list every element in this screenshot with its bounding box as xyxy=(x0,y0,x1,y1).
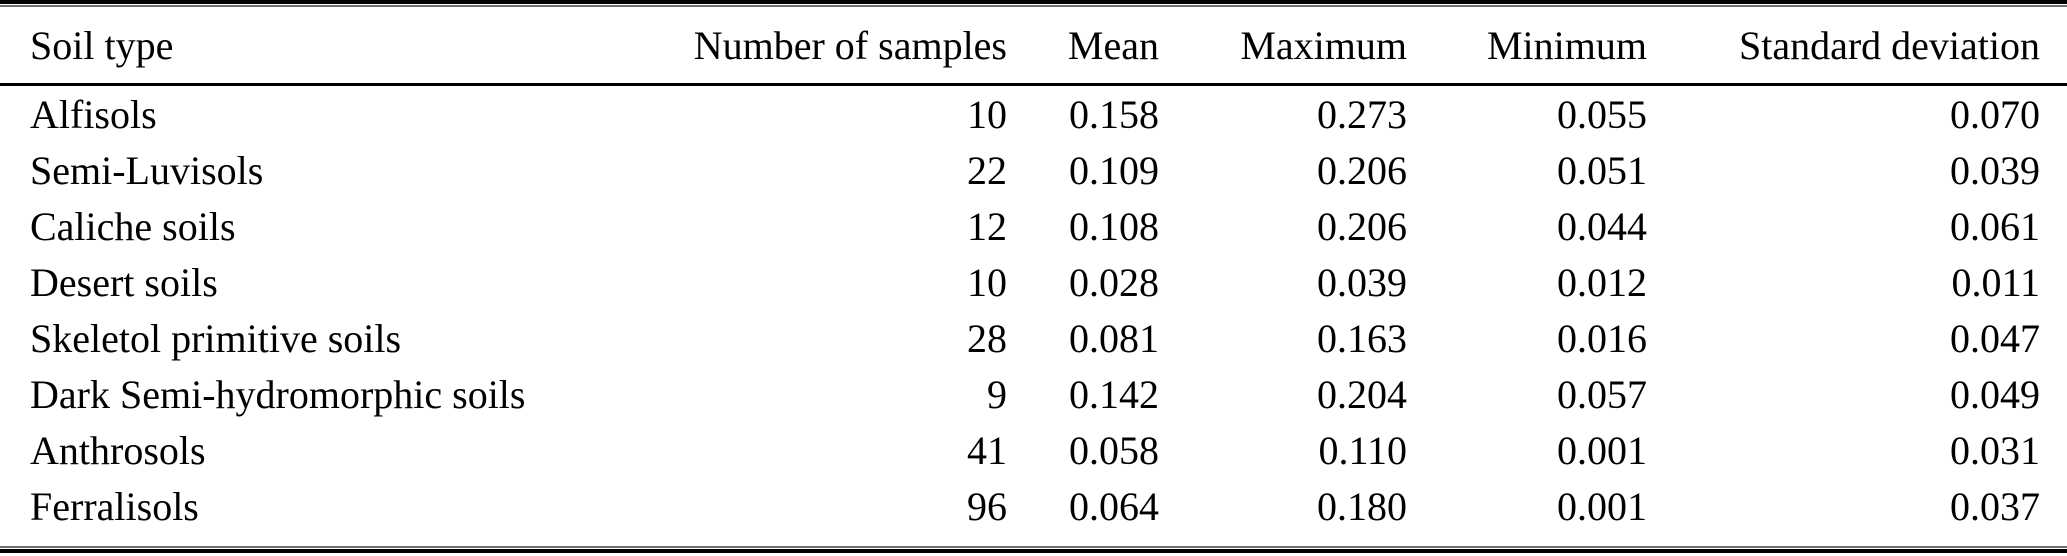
column-header-mean: Mean xyxy=(1007,7,1159,86)
mean-cell: 0.028 xyxy=(1069,259,1159,305)
soil-type-cell: Semi-Luvisols xyxy=(30,147,264,193)
table-row-ferralisols: Ferralisols 96 0.064 0.180 0.001 0.037 xyxy=(0,478,2067,534)
maximum-cell: 0.110 xyxy=(1318,427,1407,473)
table-bottom-rule-gap xyxy=(0,548,2067,549)
table-row-dark-semi-hydromorphic-soils: Dark Semi-hydromorphic soils 9 0.142 0.2… xyxy=(0,366,2067,422)
maximum-cell: 0.163 xyxy=(1317,315,1407,361)
header-row: Soil type Number of samples Mean Maximum… xyxy=(0,7,2067,86)
samples-cell: 28 xyxy=(967,315,1007,361)
samples-cell: 22 xyxy=(967,147,1007,193)
table-header: Soil type Number of samples Mean Maximum… xyxy=(0,7,2067,86)
minimum-cell: 0.051 xyxy=(1557,147,1647,193)
std-deviation-cell: 0.011 xyxy=(1951,259,2040,305)
table-bottom-thin-rule xyxy=(0,546,2067,548)
table-bottom-spacer xyxy=(0,534,2067,546)
column-header-standard-deviation: Standard deviation xyxy=(1647,7,2067,86)
std-deviation-cell: 0.070 xyxy=(1950,91,2040,137)
table-row-anthrosols: Anthrosols 41 0.058 0.110 0.001 0.031 xyxy=(0,422,2067,478)
soil-type-cell: Dark Semi-hydromorphic soils xyxy=(30,371,526,417)
mean-cell: 0.064 xyxy=(1069,483,1159,529)
mean-cell: 0.058 xyxy=(1069,427,1159,473)
std-deviation-cell: 0.037 xyxy=(1950,483,2040,529)
mean-cell: 0.109 xyxy=(1069,147,1159,193)
samples-cell: 10 xyxy=(967,259,1007,305)
table-row-desert-soils: Desert soils 10 0.028 0.039 0.012 0.011 xyxy=(0,254,2067,310)
mean-cell: 0.081 xyxy=(1069,315,1159,361)
column-header-number-of-samples: Number of samples xyxy=(615,7,1007,86)
std-deviation-cell: 0.039 xyxy=(1950,147,2040,193)
table-top-thin-rule xyxy=(0,5,2067,7)
maximum-cell: 0.273 xyxy=(1317,91,1407,137)
minimum-cell: 0.016 xyxy=(1557,315,1647,361)
samples-cell: 9 xyxy=(987,371,1007,417)
samples-cell: 10 xyxy=(967,91,1007,137)
table-top-rule-gap xyxy=(0,4,2067,5)
table-row-semi-luvisols: Semi-Luvisols 22 0.109 0.206 0.051 0.039 xyxy=(0,142,2067,198)
minimum-cell: 0.012 xyxy=(1557,259,1647,305)
std-deviation-cell: 0.049 xyxy=(1950,371,2040,417)
table-row-caliche-soils: Caliche soils 12 0.108 0.206 0.044 0.061 xyxy=(0,198,2067,254)
soil-type-cell: Caliche soils xyxy=(30,203,236,249)
maximum-cell: 0.206 xyxy=(1317,203,1407,249)
soil-type-cell: Desert soils xyxy=(30,259,218,305)
soil-statistics-table: Soil type Number of samples Mean Maximum… xyxy=(0,7,2067,534)
std-deviation-cell: 0.061 xyxy=(1950,203,2040,249)
table-body: Alfisols 10 0.158 0.273 0.055 0.070 Semi… xyxy=(0,85,2067,535)
minimum-cell: 0.055 xyxy=(1557,91,1647,137)
minimum-cell: 0.057 xyxy=(1557,371,1647,417)
table-row-skeletol-primitive-soils: Skeletol primitive soils 28 0.081 0.163 … xyxy=(0,310,2067,366)
minimum-cell: 0.044 xyxy=(1557,203,1647,249)
samples-cell: 96 xyxy=(967,483,1007,529)
table-top-thick-rule xyxy=(0,0,2067,4)
soil-type-cell: Anthrosols xyxy=(30,427,206,473)
soil-type-cell: Ferralisols xyxy=(30,483,199,529)
samples-cell: 12 xyxy=(967,203,1007,249)
mean-cell: 0.142 xyxy=(1069,371,1159,417)
mean-cell: 0.108 xyxy=(1069,203,1159,249)
maximum-cell: 0.206 xyxy=(1317,147,1407,193)
column-header-soil-type: Soil type xyxy=(0,7,615,86)
mean-cell: 0.158 xyxy=(1069,91,1159,137)
table-row-alfisols: Alfisols 10 0.158 0.273 0.055 0.070 xyxy=(0,85,2067,143)
soil-type-cell: Skeletol primitive soils xyxy=(30,315,402,361)
column-header-maximum: Maximum xyxy=(1159,7,1407,86)
maximum-cell: 0.039 xyxy=(1317,259,1407,305)
column-header-minimum: Minimum xyxy=(1407,7,1647,86)
std-deviation-cell: 0.047 xyxy=(1950,315,2040,361)
minimum-cell: 0.001 xyxy=(1557,483,1647,529)
maximum-cell: 0.204 xyxy=(1317,371,1407,417)
table-bottom-thick-rule xyxy=(0,549,2067,553)
std-deviation-cell: 0.031 xyxy=(1950,427,2040,473)
soil-type-cell: Alfisols xyxy=(30,91,157,137)
samples-cell: 41 xyxy=(967,427,1007,473)
maximum-cell: 0.180 xyxy=(1317,483,1407,529)
minimum-cell: 0.001 xyxy=(1557,427,1647,473)
